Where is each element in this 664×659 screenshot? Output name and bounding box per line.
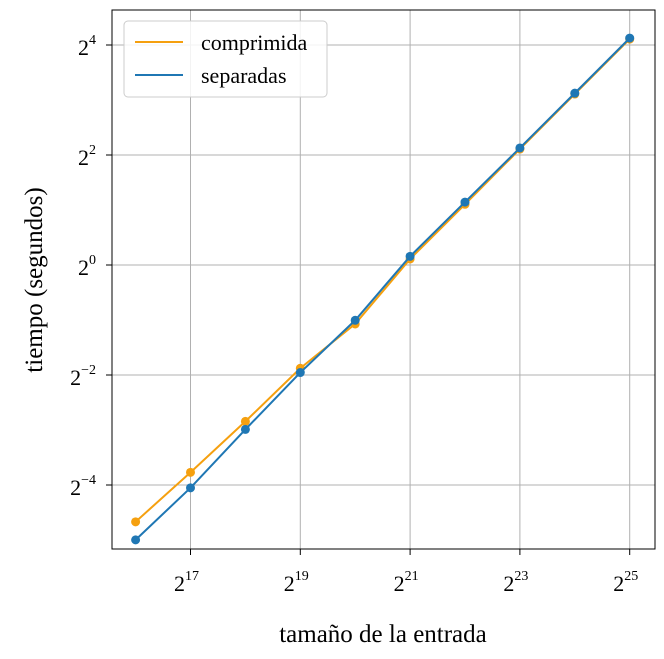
x-tick-label: 217 [174,569,199,596]
y-tick-label: 24 [78,33,96,60]
data-point-separadas [460,197,470,207]
x-tick-label: 221 [394,569,419,596]
x-tick-label: 219 [284,569,309,596]
data-point-separadas [515,143,525,153]
legend-label-comprimida: comprimida [201,30,308,55]
data-point-separadas [295,368,305,378]
data-point-comprimida [131,517,141,527]
y-tick-label: 2−4 [70,473,96,500]
y-axis-title: tiempo (segundos) [21,187,48,372]
y-tick-label: 2−2 [70,363,96,390]
series-layer [131,33,635,545]
y-tick-label: 22 [78,143,96,170]
legend-label-separadas: separadas [201,63,287,88]
data-point-separadas [131,535,141,545]
data-point-separadas [186,483,195,493]
legend-box [123,20,328,98]
data-point-separadas [570,88,580,98]
y-tick-label: 20 [78,253,96,280]
data-point-comprimida [240,416,250,426]
tick-labels: 217 219 221 223 225 2−4 2−2 20 22 24 [70,33,638,596]
data-point-comprimida [186,467,195,477]
data-point-separadas [350,315,360,325]
axis-ticks [106,44,631,555]
grid-lines [112,10,655,549]
series-line-separadas [134,37,631,541]
legend: comprimida separadas [123,20,328,98]
plot-frame [111,9,656,550]
x-tick-label: 225 [613,569,638,596]
x-axis-title: tamaño de la entrada [279,621,487,648]
data-point-separadas [240,424,250,434]
data-point-separadas [625,33,635,43]
data-point-separadas [405,251,415,261]
x-tick-label: 223 [503,569,528,596]
